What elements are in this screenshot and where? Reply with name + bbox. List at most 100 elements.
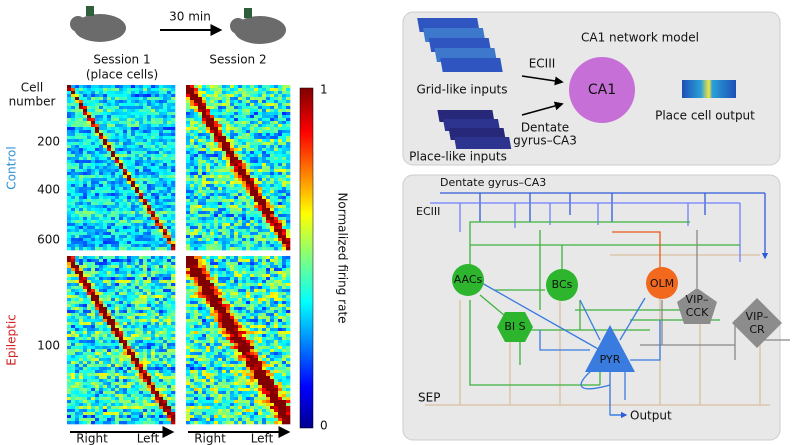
heat-cell xyxy=(194,118,199,122)
heat-cell xyxy=(143,244,148,248)
heat-cell xyxy=(210,172,215,176)
heat-cell xyxy=(214,262,219,266)
heat-cell xyxy=(155,142,160,146)
heat-cell xyxy=(123,295,128,299)
heat-cell xyxy=(234,247,239,251)
heat-cell xyxy=(79,349,84,353)
heat-cell xyxy=(131,256,136,260)
heat-cell xyxy=(171,115,176,119)
heat-cell xyxy=(107,100,112,104)
heat-cell xyxy=(163,208,168,212)
heat-cell xyxy=(262,121,267,125)
heat-cell xyxy=(242,118,247,122)
heat-cell xyxy=(107,115,112,119)
heat-cell xyxy=(91,232,96,236)
heat-cell xyxy=(67,115,72,119)
heat-cell xyxy=(147,193,152,197)
heat-cell xyxy=(79,265,84,269)
heat-cell xyxy=(258,283,263,287)
heat-cell xyxy=(111,94,116,98)
heat-cell xyxy=(198,208,203,212)
heat-cell xyxy=(123,184,128,188)
heat-cell xyxy=(266,178,271,182)
heat-cell xyxy=(123,139,128,143)
heat-cell xyxy=(151,100,156,104)
heat-cell xyxy=(135,370,140,374)
heat-cell xyxy=(250,202,255,206)
heat-cell xyxy=(79,94,84,98)
heat-cell xyxy=(266,127,271,131)
heat-cell xyxy=(79,310,84,314)
heat-cell xyxy=(71,283,76,287)
heat-cell xyxy=(151,397,156,401)
heat-cell xyxy=(151,172,156,176)
heat-cell xyxy=(226,103,231,107)
heat-cell xyxy=(159,214,164,218)
heat-cell xyxy=(159,415,164,419)
heat-cell xyxy=(242,190,247,194)
heat-cell xyxy=(115,211,120,215)
heat-cell xyxy=(270,133,275,137)
heat-cell xyxy=(103,247,108,251)
heat-cell xyxy=(186,145,191,149)
heat-cell xyxy=(119,118,124,122)
heat-cell xyxy=(230,277,235,281)
heat-cell xyxy=(143,181,148,185)
heat-cell xyxy=(206,262,211,266)
heat-cell xyxy=(127,364,132,368)
heat-cell xyxy=(190,223,195,227)
heat-cell xyxy=(234,226,239,230)
heat-cell xyxy=(266,91,271,95)
heat-cell xyxy=(123,391,128,395)
heat-cell xyxy=(107,202,112,206)
heat-cell xyxy=(107,124,112,128)
heat-cell xyxy=(246,112,251,116)
heat-cell xyxy=(202,307,207,311)
heat-cell xyxy=(91,106,96,110)
heat-cell xyxy=(71,361,76,365)
heat-cell xyxy=(139,85,144,89)
heat-cell xyxy=(79,112,84,116)
heat-cell xyxy=(115,154,120,158)
heat-cell xyxy=(107,148,112,152)
heat-cell xyxy=(83,208,88,212)
heat-cell xyxy=(258,154,263,158)
heat-cell xyxy=(119,103,124,107)
heat-cell xyxy=(155,301,160,305)
heat-cell xyxy=(147,145,152,149)
heat-cell xyxy=(250,175,255,179)
heat-cell xyxy=(262,238,267,242)
heat-cell xyxy=(155,184,160,188)
heat-cell xyxy=(222,238,227,242)
heat-cell xyxy=(127,184,132,188)
heat-cell xyxy=(99,394,104,398)
heat-cell xyxy=(167,136,172,140)
heat-cell xyxy=(226,292,231,296)
heat-cell xyxy=(79,280,84,284)
heat-cell xyxy=(103,265,108,269)
heat-cell xyxy=(107,109,112,113)
heat-cell xyxy=(210,196,215,200)
heat-cell xyxy=(282,160,287,164)
heat-cell xyxy=(75,406,80,410)
heat-cell xyxy=(111,307,116,311)
heat-cell xyxy=(250,247,255,251)
heat-cell xyxy=(171,298,176,302)
heat-cell xyxy=(123,178,128,182)
heat-cell xyxy=(210,217,215,221)
heat-cell xyxy=(127,136,132,140)
heat-cell xyxy=(127,310,132,314)
heat-cell xyxy=(127,223,132,227)
heat-cell xyxy=(123,241,128,245)
heat-cell xyxy=(155,391,160,395)
heat-cell xyxy=(159,103,164,107)
heat-cell xyxy=(194,172,199,176)
heat-cell xyxy=(258,88,263,92)
heat-cell xyxy=(210,142,215,146)
heat-cell xyxy=(254,91,259,95)
heat-cell xyxy=(99,349,104,353)
heat-cell xyxy=(155,148,160,152)
heat-cell xyxy=(206,316,211,320)
heat-cell xyxy=(147,232,152,236)
heat-cell xyxy=(282,238,287,242)
